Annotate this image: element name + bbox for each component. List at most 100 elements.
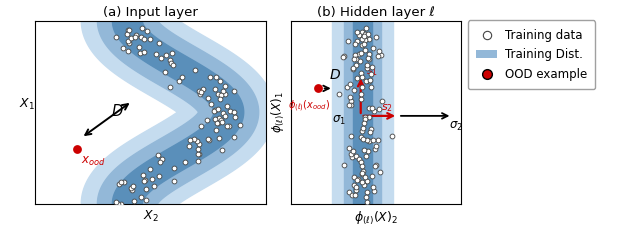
Point [345,95,355,98]
Point [184,144,194,147]
Point [356,135,367,139]
X-axis label: $\phi_{(\ell)}(X)_2$: $\phi_{(\ell)}(X)_2$ [354,209,398,226]
Point [359,34,369,38]
Point [356,38,367,41]
Point [365,85,376,89]
Title: (b) Hidden layer ℓ: (b) Hidden layer ℓ [317,6,435,19]
Point [351,57,361,60]
Point [189,137,200,140]
Point [156,56,166,59]
Point [358,32,368,35]
Point [177,75,187,79]
Point [137,26,147,30]
Point [367,185,378,188]
Point [350,42,360,46]
Bar [353,21,372,204]
Point [369,109,379,113]
Point [164,58,175,62]
Point [214,116,225,120]
Point [218,148,228,152]
Point [344,103,354,107]
Point [357,43,367,47]
Point [370,147,380,150]
Point [220,93,230,96]
Point [349,175,359,179]
Point [356,93,366,96]
Point [359,122,369,125]
Point [229,90,239,93]
Point [376,54,387,57]
Point [357,180,367,184]
Point [348,67,358,71]
Point [214,80,225,83]
Point [130,35,140,39]
Point [124,41,134,45]
Point [371,163,381,167]
Point [338,55,348,59]
Point [216,93,227,96]
Point [123,49,133,52]
Point [151,52,161,56]
Text: $D$: $D$ [111,103,124,119]
Point [359,34,369,38]
Point [344,146,355,149]
Point [113,202,124,205]
Point [213,92,223,95]
Point [205,75,216,79]
Point [145,37,155,41]
Point [198,87,208,91]
Point [358,126,368,130]
Point [367,65,378,69]
Point [353,52,364,56]
Text: $x_{ood}$: $x_{ood}$ [81,155,106,168]
Point [224,124,234,128]
Point [364,139,374,142]
Point [350,193,360,197]
Point [194,142,204,146]
Point [136,195,146,199]
Point [126,186,136,190]
Point [140,178,150,182]
Point [360,38,370,42]
Legend: Training data, Training Dist., OOD example: Training data, Training Dist., OOD examp… [468,20,595,89]
Point [221,124,232,128]
Point [373,54,383,57]
Point [209,87,220,91]
Point [229,110,239,114]
Point [339,54,349,58]
Point [349,54,360,57]
Point [195,92,205,96]
Point [353,178,363,181]
Point [127,185,138,188]
Point [122,32,132,35]
Point [358,137,369,140]
Point [117,46,127,49]
Point [342,85,353,89]
Point [356,164,367,168]
Point [129,199,139,203]
X-axis label: $X_2$: $X_2$ [143,209,158,224]
Point [313,87,323,90]
Point [196,124,207,128]
Point [375,170,385,174]
Point [344,191,355,194]
Y-axis label: $X_1$: $X_1$ [19,97,35,112]
Point [148,185,159,188]
Point [364,79,374,83]
Point [364,37,374,41]
Point [351,188,362,192]
Point [166,61,176,65]
Point [127,188,138,192]
Point [136,35,147,39]
Point [349,57,359,60]
Point [220,114,230,118]
Point [174,79,184,82]
Point [157,158,167,161]
Point [362,191,372,194]
Point [357,172,367,175]
Text: $\sigma_2$: $\sigma_2$ [449,120,463,133]
Point [236,123,246,127]
Point [363,56,373,60]
Point [362,179,372,182]
Point [362,200,372,203]
